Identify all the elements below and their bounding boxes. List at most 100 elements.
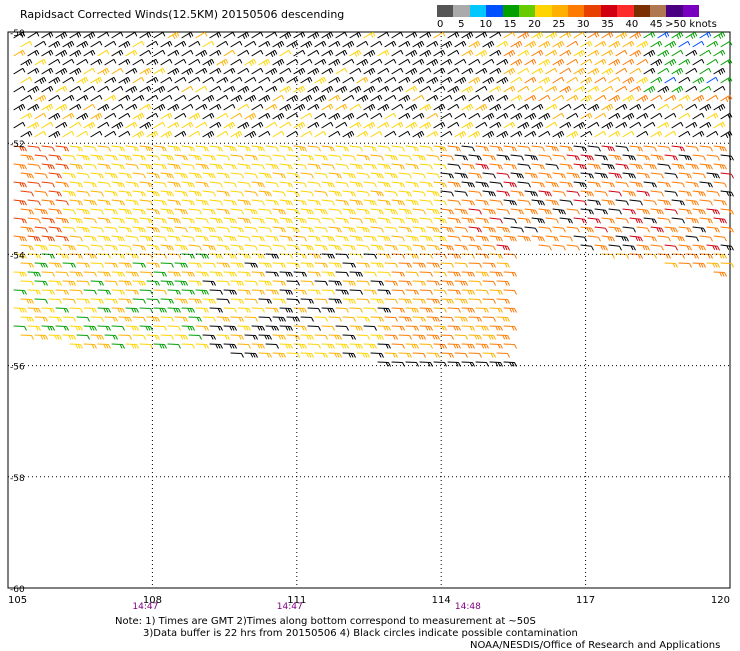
wind-barb xyxy=(622,190,636,197)
wind-barb xyxy=(34,130,47,138)
wind-barb xyxy=(713,181,727,188)
wind-barb xyxy=(468,130,481,139)
wind-barb xyxy=(153,163,167,170)
wind-barb xyxy=(293,181,307,188)
wind-barb xyxy=(531,85,544,93)
wind-barb xyxy=(699,145,713,152)
wind-barb xyxy=(265,343,279,349)
wind-barb xyxy=(27,85,40,94)
wind-barb xyxy=(258,352,272,358)
wind-barb xyxy=(244,280,258,286)
wind-barb xyxy=(83,217,97,224)
wind-barb xyxy=(419,103,432,112)
wind-barb xyxy=(384,190,398,197)
wind-barb xyxy=(279,67,292,75)
wind-barb xyxy=(69,121,82,129)
wind-barb xyxy=(720,154,734,161)
wind-barb xyxy=(48,112,61,121)
wind-barb xyxy=(328,226,342,233)
wind-barb xyxy=(503,343,517,349)
wind-barb xyxy=(230,208,244,215)
wind-barb xyxy=(188,208,202,215)
wind-barb xyxy=(223,325,237,331)
wind-barb xyxy=(454,244,468,251)
wind-barb xyxy=(132,208,146,215)
wind-barb xyxy=(335,49,348,57)
wind-barb xyxy=(328,352,342,358)
wind-barb xyxy=(426,154,440,161)
wind-barb xyxy=(209,145,223,152)
wind-barb xyxy=(286,244,300,251)
wind-barb xyxy=(251,85,264,93)
latitude-tick-label: -52 xyxy=(10,140,25,150)
wind-barb xyxy=(104,112,117,120)
wind-barb xyxy=(370,262,384,268)
wind-barb xyxy=(286,280,300,286)
wind-barb xyxy=(314,58,327,66)
wind-barb xyxy=(349,289,363,295)
wind-barb xyxy=(615,31,628,40)
wind-barb xyxy=(34,298,48,304)
wind-barb xyxy=(398,244,412,251)
wind-barb xyxy=(370,316,384,322)
wind-barb xyxy=(20,40,33,48)
wind-barb xyxy=(97,325,111,331)
wind-barb xyxy=(69,199,83,206)
wind-barb xyxy=(552,154,566,161)
wind-barb xyxy=(90,190,104,197)
wind-barb xyxy=(265,49,278,58)
map-frame xyxy=(7,31,731,589)
wind-barb xyxy=(27,181,41,188)
wind-barb xyxy=(706,226,720,233)
wind-barb xyxy=(377,181,391,188)
wind-barb xyxy=(209,85,222,93)
wind-barb xyxy=(90,244,104,251)
wind-barb xyxy=(405,307,419,313)
wind-barb xyxy=(139,271,153,277)
wind-barb xyxy=(216,280,230,286)
wind-barb xyxy=(482,58,495,66)
wind-barb xyxy=(118,208,132,215)
wind-barb xyxy=(48,40,61,49)
wind-barb xyxy=(97,67,110,76)
wind-barb xyxy=(181,289,195,295)
wind-barb xyxy=(111,235,125,242)
wind-barb xyxy=(356,94,369,103)
wind-barb xyxy=(216,316,230,322)
wind-barb xyxy=(83,163,97,170)
wind-barb xyxy=(678,40,691,48)
wind-barb xyxy=(216,154,230,161)
wind-barb xyxy=(90,154,104,161)
wind-barb xyxy=(335,271,349,277)
wind-speed-legend: 0 5 10 15 20 25 30 35 40 45 >50 knots xyxy=(437,5,717,35)
wind-barb xyxy=(265,289,279,295)
wind-barb xyxy=(118,94,131,102)
wind-barb xyxy=(349,235,363,242)
wind-barb xyxy=(426,208,440,215)
wind-barb xyxy=(496,262,510,268)
wind-barb xyxy=(55,307,69,313)
wind-barb xyxy=(398,226,412,233)
wind-barb xyxy=(174,58,187,66)
wind-barb xyxy=(713,145,727,152)
wind-barb xyxy=(69,217,83,224)
wind-barb xyxy=(580,244,594,251)
wind-barb xyxy=(713,67,726,76)
wind-barb xyxy=(391,271,405,277)
wind-barb xyxy=(636,154,650,161)
wind-barb xyxy=(405,217,419,224)
wind-barb xyxy=(545,31,558,40)
wind-barb xyxy=(517,103,530,111)
wind-barb xyxy=(377,253,391,259)
wind-barb xyxy=(370,352,384,358)
wind-barb xyxy=(650,190,664,197)
legend-swatch xyxy=(633,5,650,17)
wind-barb xyxy=(265,31,278,39)
wind-barb xyxy=(454,94,467,102)
wind-barb xyxy=(629,85,642,93)
wind-barb xyxy=(685,121,698,129)
wind-barb xyxy=(62,190,76,197)
wind-barb xyxy=(363,343,377,349)
wind-barb xyxy=(69,163,83,170)
wind-barb xyxy=(202,244,216,251)
